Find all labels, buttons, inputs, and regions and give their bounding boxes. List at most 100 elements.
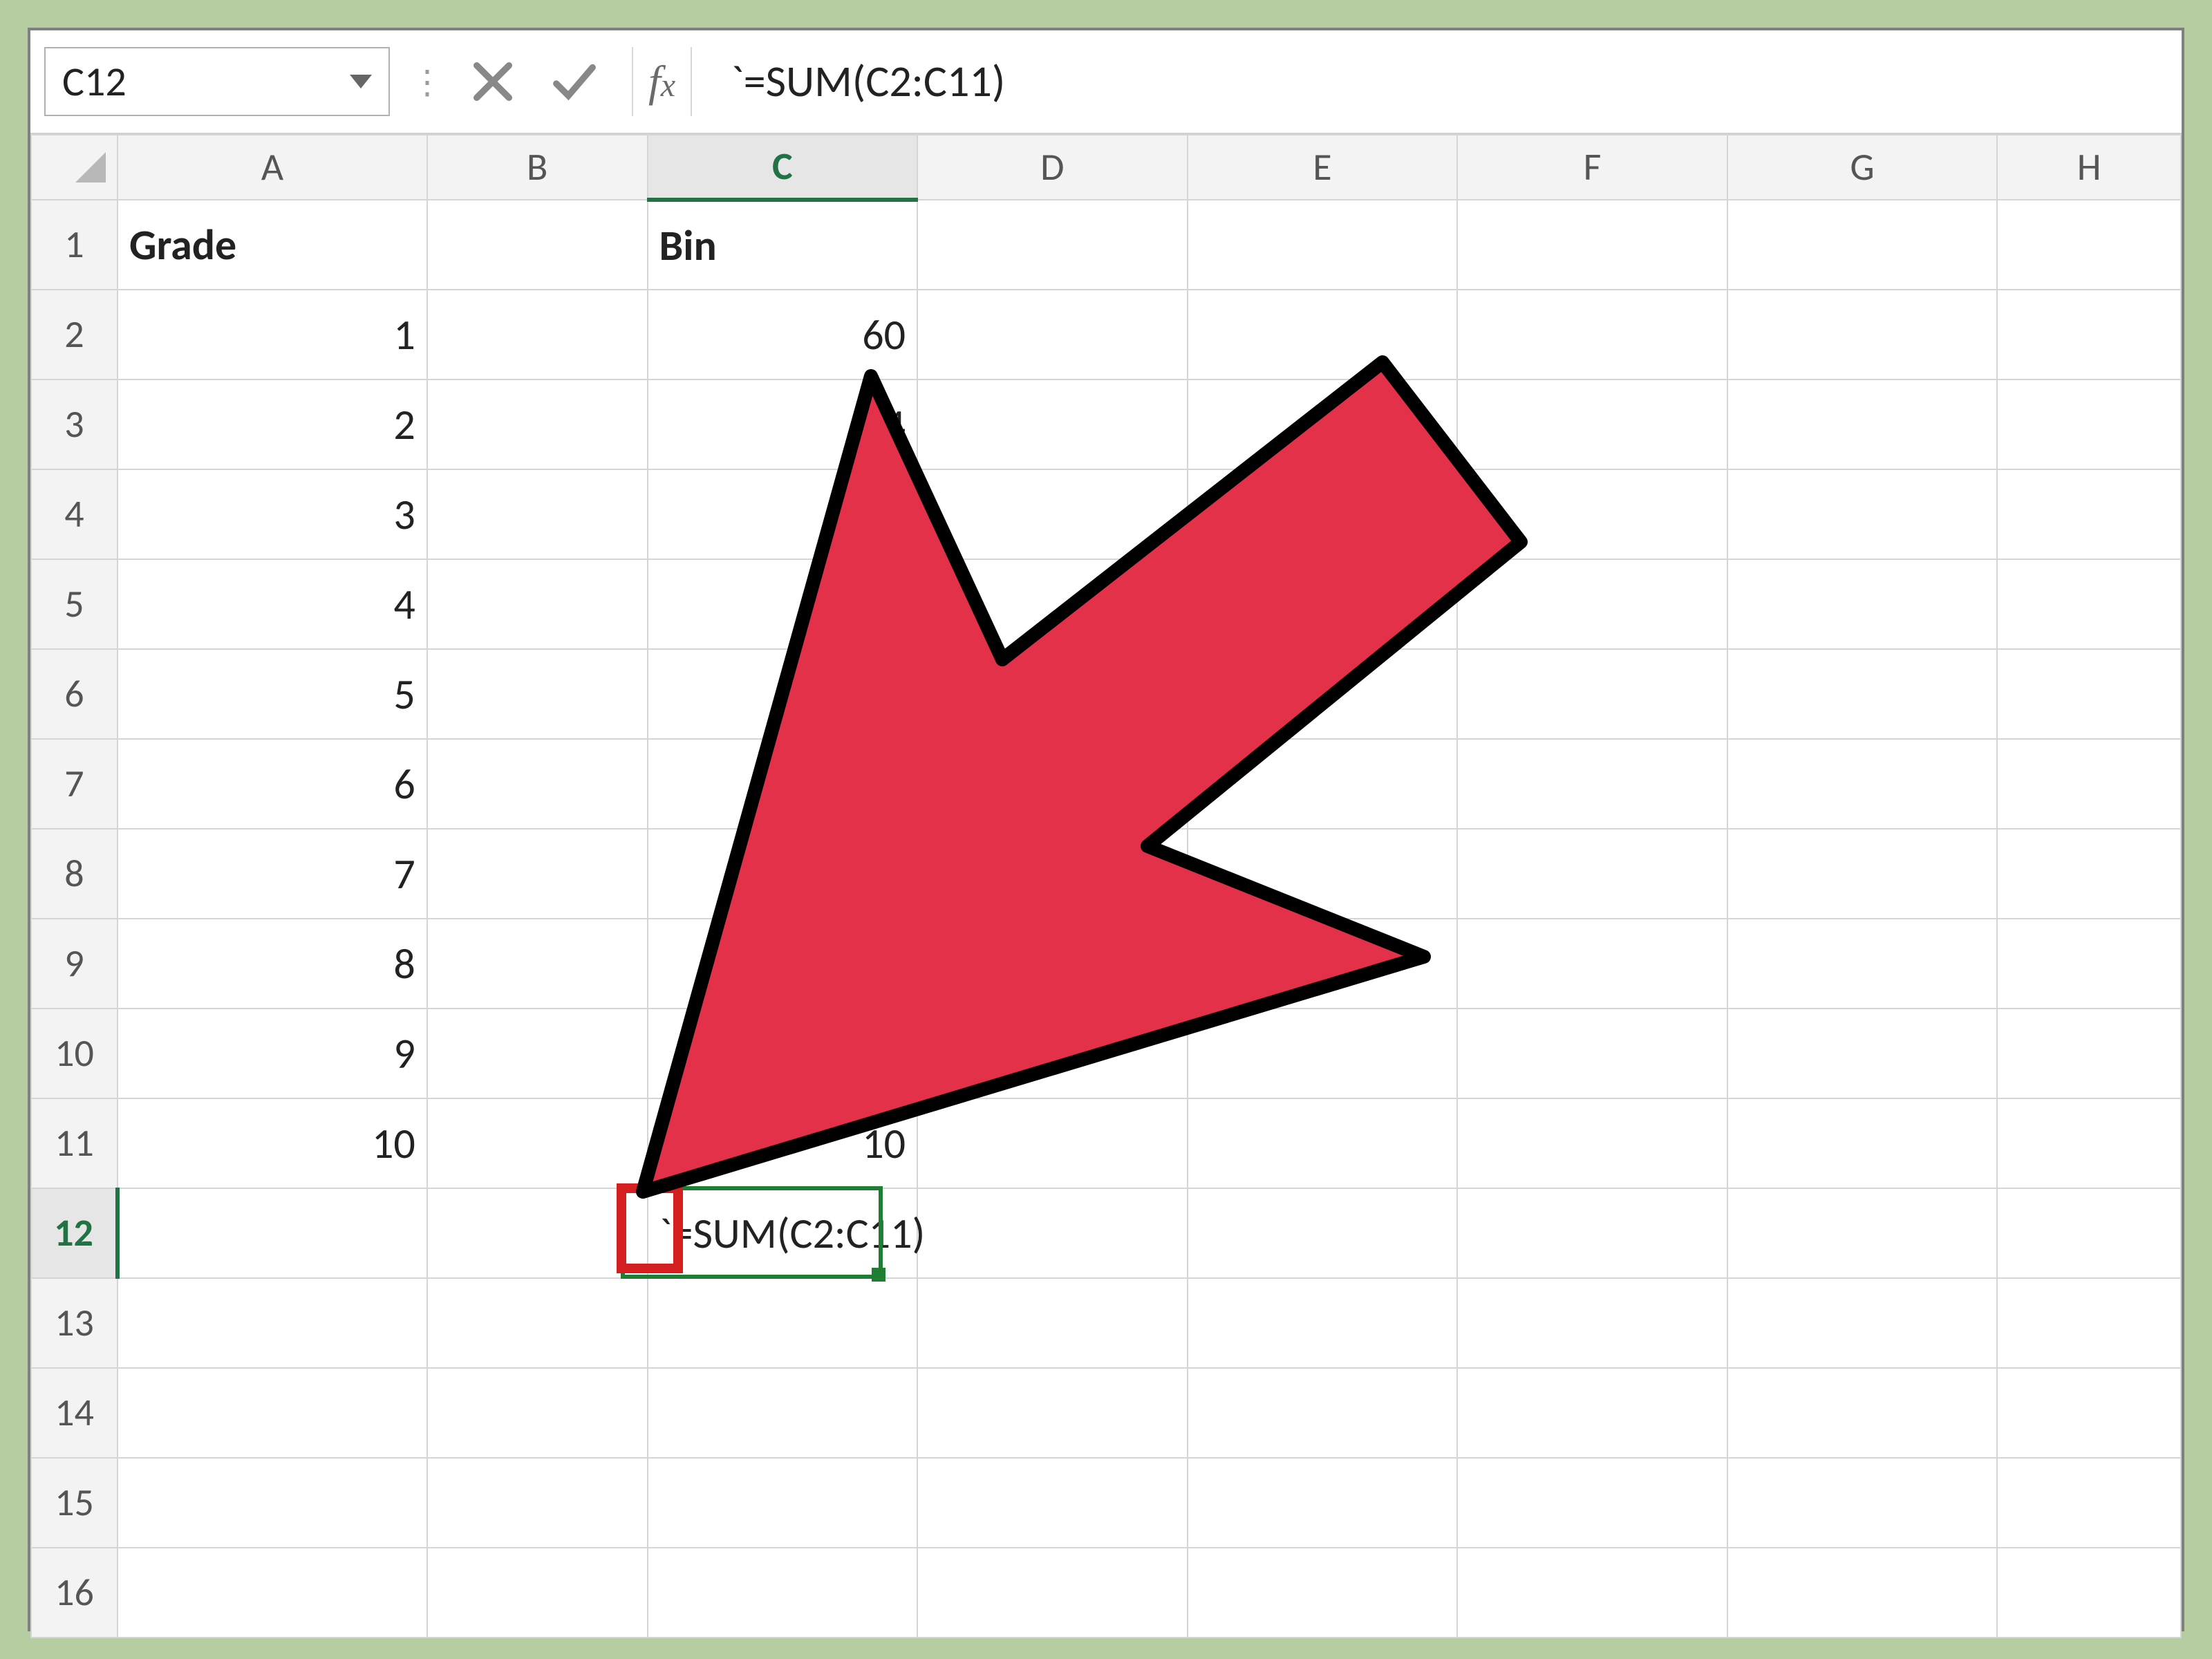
select-all-corner[interactable] (31, 135, 118, 200)
row-header-12[interactable]: 12 (31, 1188, 118, 1278)
cell-E10[interactable] (1188, 1009, 1458, 1098)
cell-A4[interactable]: 3 (118, 469, 427, 559)
column-header-F[interactable]: F (1457, 135, 1727, 200)
cell-B6[interactable] (427, 649, 648, 739)
cell-F8[interactable] (1457, 829, 1727, 919)
cell-H6[interactable] (1997, 649, 2181, 739)
cell-D6[interactable] (917, 649, 1188, 739)
cell-G14[interactable] (1727, 1368, 1998, 1458)
cell-H4[interactable] (1997, 469, 2181, 559)
cell-F9[interactable] (1457, 919, 1727, 1009)
cell-G6[interactable] (1727, 649, 1998, 739)
cell-D4[interactable] (917, 469, 1188, 559)
cell-D11[interactable] (917, 1098, 1188, 1188)
formula-bar-grip-icon[interactable]: ⋮ (406, 62, 444, 102)
cell-A11[interactable]: 10 (118, 1098, 427, 1188)
cell-C3[interactable]: 4 (648, 379, 918, 469)
spreadsheet-grid[interactable]: ABCDEFGH 1GradeBin2160324435465768798109… (30, 134, 2182, 1638)
row-header-15[interactable]: 15 (31, 1458, 118, 1548)
cancel-icon[interactable] (469, 57, 517, 106)
cell-B5[interactable] (427, 559, 648, 649)
row-header-4[interactable]: 4 (31, 469, 118, 559)
cell-G9[interactable] (1727, 919, 1998, 1009)
cell-B10[interactable] (427, 1009, 648, 1098)
cell-G15[interactable] (1727, 1458, 1998, 1548)
cell-A10[interactable]: 9 (118, 1009, 427, 1098)
row-header-3[interactable]: 3 (31, 379, 118, 469)
cell-F14[interactable] (1457, 1368, 1727, 1458)
cell-D5[interactable] (917, 559, 1188, 649)
enter-icon[interactable] (550, 57, 599, 106)
cell-B4[interactable] (427, 469, 648, 559)
cell-G7[interactable] (1727, 739, 1998, 829)
cell-D16[interactable] (917, 1548, 1188, 1638)
cell-B15[interactable] (427, 1458, 648, 1548)
cell-E5[interactable] (1188, 559, 1458, 649)
cell-F15[interactable] (1457, 1458, 1727, 1548)
cell-F2[interactable] (1457, 290, 1727, 379)
cell-D12[interactable] (917, 1188, 1188, 1278)
cell-G4[interactable] (1727, 469, 1998, 559)
cell-E3[interactable] (1188, 379, 1458, 469)
cell-G13[interactable] (1727, 1278, 1998, 1368)
cell-F12[interactable] (1457, 1188, 1727, 1278)
cell-E2[interactable] (1188, 290, 1458, 379)
cell-F7[interactable] (1457, 739, 1727, 829)
cell-E16[interactable] (1188, 1548, 1458, 1638)
cell-H12[interactable] (1997, 1188, 2181, 1278)
cell-F16[interactable] (1457, 1548, 1727, 1638)
cell-G10[interactable] (1727, 1009, 1998, 1098)
cell-H11[interactable] (1997, 1098, 2181, 1188)
cell-G16[interactable] (1727, 1548, 1998, 1638)
cell-D2[interactable] (917, 290, 1188, 379)
cell-A13[interactable] (118, 1278, 427, 1368)
cell-F3[interactable] (1457, 379, 1727, 469)
cell-C10[interactable] (648, 1009, 918, 1098)
cell-B7[interactable] (427, 739, 648, 829)
cell-C8[interactable] (648, 829, 918, 919)
cell-D10[interactable] (917, 1009, 1188, 1098)
row-header-16[interactable]: 16 (31, 1548, 118, 1638)
cell-A1[interactable]: Grade (118, 200, 427, 290)
column-header-B[interactable]: B (427, 135, 648, 200)
cell-H8[interactable] (1997, 829, 2181, 919)
cell-E4[interactable] (1188, 469, 1458, 559)
column-header-C[interactable]: C (648, 135, 918, 200)
cell-B16[interactable] (427, 1548, 648, 1638)
cell-C5[interactable] (648, 559, 918, 649)
formula-input[interactable]: `=SUM(C2:C11) (717, 55, 2168, 109)
cell-G1[interactable] (1727, 200, 1998, 290)
cell-C13[interactable] (648, 1278, 918, 1368)
cell-H9[interactable] (1997, 919, 2181, 1009)
row-header-1[interactable]: 1 (31, 200, 118, 290)
cell-E9[interactable] (1188, 919, 1458, 1009)
row-header-2[interactable]: 2 (31, 290, 118, 379)
cell-H2[interactable] (1997, 290, 2181, 379)
cell-H7[interactable] (1997, 739, 2181, 829)
cell-H15[interactable] (1997, 1458, 2181, 1548)
cell-C7[interactable] (648, 739, 918, 829)
cell-A16[interactable] (118, 1548, 427, 1638)
row-header-6[interactable]: 6 (31, 649, 118, 739)
cell-B12[interactable] (427, 1188, 648, 1278)
cell-A5[interactable]: 4 (118, 559, 427, 649)
cell-F1[interactable] (1457, 200, 1727, 290)
cell-H14[interactable] (1997, 1368, 2181, 1458)
cell-C14[interactable] (648, 1368, 918, 1458)
cell-E13[interactable] (1188, 1278, 1458, 1368)
cell-E8[interactable] (1188, 829, 1458, 919)
cell-A14[interactable] (118, 1368, 427, 1458)
cell-G5[interactable] (1727, 559, 1998, 649)
insert-function-button[interactable]: fx (632, 47, 692, 116)
row-header-8[interactable]: 8 (31, 829, 118, 919)
column-header-A[interactable]: A (118, 135, 427, 200)
cell-G11[interactable] (1727, 1098, 1998, 1188)
cell-C12[interactable]: `=SUM(C2:C11) (648, 1188, 918, 1278)
cell-E15[interactable] (1188, 1458, 1458, 1548)
cell-F11[interactable] (1457, 1098, 1727, 1188)
cell-E14[interactable] (1188, 1368, 1458, 1458)
cell-D9[interactable] (917, 919, 1188, 1009)
cell-A6[interactable]: 5 (118, 649, 427, 739)
cell-B3[interactable] (427, 379, 648, 469)
cell-D14[interactable] (917, 1368, 1188, 1458)
